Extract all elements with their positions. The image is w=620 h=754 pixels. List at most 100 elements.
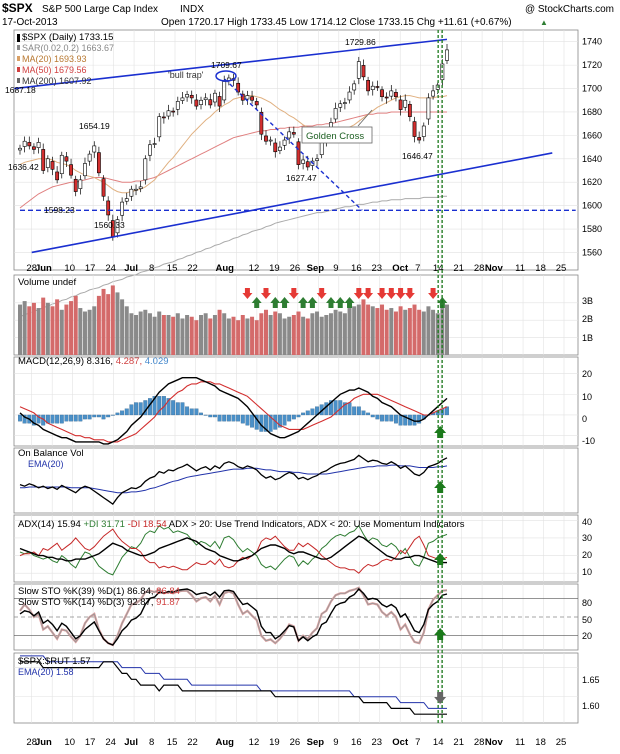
- x-tick-label: 18: [535, 737, 546, 748]
- signal-down-arrow-icon: [434, 692, 447, 704]
- candle-body: [287, 131, 292, 139]
- x-tick-label: 26: [290, 263, 301, 274]
- volume-bar: [273, 311, 278, 355]
- candle-body: [101, 178, 106, 197]
- price-panel: 1740 1720 1700 1680 1660 1640 1620 1600 1580 1560: [14, 30, 602, 318]
- price-tick: 1640: [582, 154, 602, 164]
- macd-histogram-bar: [403, 414, 408, 426]
- ratio-tick: 1.65: [582, 675, 600, 685]
- macd-histogram-bar: [226, 414, 231, 422]
- volume-bar: [231, 316, 236, 355]
- volume-bar: [421, 311, 426, 355]
- candle-body: [87, 153, 92, 162]
- volume-bar: [73, 295, 78, 355]
- candle-body: [431, 90, 435, 97]
- volume-bar: [370, 306, 375, 355]
- macd-histogram-bar: [55, 414, 60, 424]
- volume-bar: [263, 309, 268, 355]
- panel-frames: [13, 29, 579, 724]
- volume-bar: [212, 315, 217, 355]
- callout-pointer: [357, 109, 373, 127]
- candle-body: [380, 89, 384, 98]
- adx-tick: 40: [582, 517, 592, 527]
- candle-body: [352, 83, 357, 91]
- volume-bar: [50, 306, 55, 355]
- candle-body: [143, 158, 148, 181]
- signal-markers: [434, 30, 447, 723]
- x-tick-label: 25: [556, 737, 567, 748]
- candle-body: [55, 171, 60, 181]
- candle-body: [384, 96, 389, 99]
- down-arrow-icon: [353, 288, 364, 299]
- candle-body: [106, 200, 111, 216]
- ratio-axis: 1.65 1.60: [582, 675, 600, 711]
- candle-body: [213, 92, 217, 103]
- trendline: [14, 38, 448, 90]
- x-tick-label: 17: [85, 263, 96, 274]
- macd-histogram-bar: [324, 402, 329, 416]
- macd-tick: 20: [582, 369, 592, 379]
- candle-body: [412, 121, 417, 137]
- macd-histogram-bar: [310, 408, 315, 416]
- candle-body: [36, 142, 41, 148]
- macd-histogram-bar: [203, 414, 208, 416]
- macd-tick: 0: [582, 414, 587, 424]
- macd-histogram-bar: [31, 414, 36, 426]
- ratio-legend-ema: EMA(20) 1.58: [18, 667, 74, 677]
- volume-bar: [31, 302, 36, 355]
- candle-body: [278, 146, 282, 151]
- candle-body: [296, 141, 301, 165]
- volume-bar: [277, 313, 282, 355]
- x-tick-label: 7: [415, 737, 420, 748]
- x-tick-label: Aug: [215, 263, 234, 274]
- volume-bar: [175, 313, 180, 355]
- panel-frame: [13, 356, 579, 447]
- quote-line: Open 1720.17 High 1733.45 Low 1714.12 Cl…: [161, 17, 512, 28]
- price-tick: 1740: [582, 37, 602, 47]
- candle-body: [342, 102, 347, 104]
- obv-legend: On Balance Vol EMA(20): [18, 448, 84, 469]
- candle-body: [347, 91, 352, 101]
- label-1627: 1627.47: [286, 173, 317, 183]
- macd-line: [19, 377, 448, 445]
- volume-bar: [166, 315, 171, 355]
- macd-histogram-bar: [87, 414, 92, 420]
- x-tick-label: 8: [149, 263, 154, 274]
- volume-bar: [138, 311, 143, 355]
- volume-bar: [217, 309, 222, 355]
- macd-histogram-bar: [389, 414, 394, 422]
- candle-body: [217, 96, 222, 107]
- candle-body: [245, 95, 250, 100]
- macd-histogram-bar: [333, 400, 338, 416]
- x-tick-label: Nov: [485, 737, 504, 748]
- macd-histogram-bar: [96, 414, 101, 418]
- macd-histogram-bar: [231, 414, 236, 422]
- trendline: [224, 78, 363, 211]
- price-tick: 1580: [582, 224, 602, 234]
- up-arrow-icon: [325, 297, 336, 308]
- price-tick: 1600: [582, 201, 602, 211]
- macd-histogram-bar: [64, 414, 69, 422]
- macd-histogram-bar: [106, 414, 111, 418]
- down-arrow-icon: [363, 288, 374, 299]
- x-tick-label: 19: [269, 737, 280, 748]
- volume-bar: [199, 315, 204, 355]
- volume-legend: Volume undef: [18, 277, 76, 288]
- x-tick-label: 8: [149, 737, 154, 748]
- legend-ma200: MA(200) 1607.92: [22, 76, 92, 86]
- price-legend: $SPX (Daily) 1733.15 SAR(0.02,0.2) 1663.…: [17, 32, 114, 86]
- macd-histogram-bar: [199, 412, 203, 416]
- candle-body: [394, 92, 398, 98]
- macd-histogram-bar: [352, 406, 357, 416]
- volume-bar: [134, 315, 139, 355]
- candle-body: [370, 85, 375, 91]
- volume-bar: [180, 318, 185, 355]
- volume-bar: [287, 316, 292, 355]
- x-tick-label: 12: [249, 263, 260, 274]
- volume-bar: [96, 295, 101, 355]
- candle-body: [92, 145, 97, 153]
- macd-histogram-bar: [101, 414, 106, 420]
- macd-histogram-bar: [157, 396, 162, 416]
- candle-body: [161, 116, 166, 119]
